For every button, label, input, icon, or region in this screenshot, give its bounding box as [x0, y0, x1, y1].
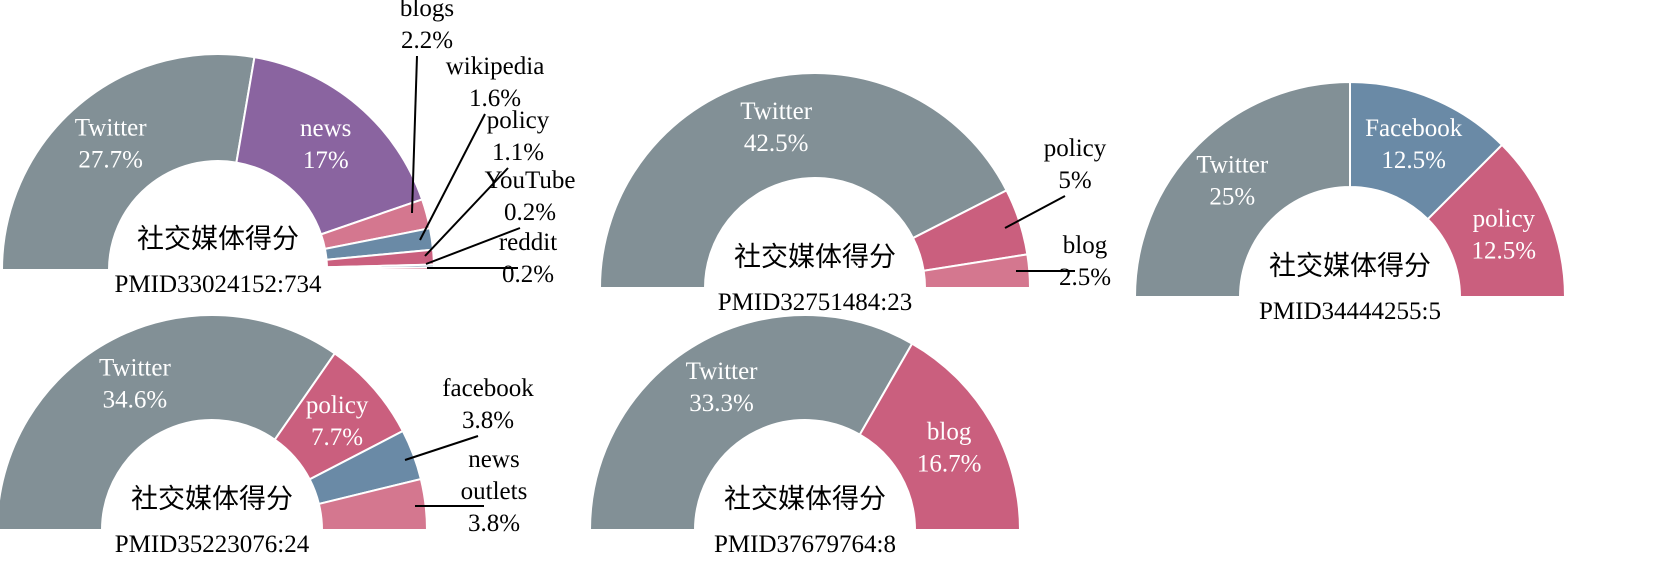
slice-label-reddit-line: 0.2%: [502, 261, 554, 288]
slice-label-policy-line: policy: [1473, 205, 1536, 232]
center-subtitle: PMID35223076:24: [115, 531, 310, 558]
slice-label-policy: policy 12.5%: [1472, 205, 1537, 264]
slice-twitter: [0, 314, 337, 531]
slice-twitter: [588, 314, 914, 531]
slice-label-twitter: Twitter 33.3%: [686, 358, 759, 417]
slice-label-reddit: reddit 0.2%: [499, 229, 557, 288]
center-title: 社交媒体得分: [131, 484, 293, 515]
center-subtitle: PMID32751484:23: [718, 289, 912, 316]
slice-twitter: [598, 72, 1008, 289]
slice-label-policy-line: 5%: [1058, 167, 1091, 194]
leader-line-facebook: [404, 435, 479, 461]
slice-label-facebook-line: 3.8%: [462, 407, 514, 434]
slice-label-twitter-line: Twitter: [75, 115, 148, 142]
slice-label-twitter: Twitter 34.6%: [99, 354, 172, 413]
center-title: 社交媒体得分: [734, 242, 896, 273]
slice-label-youtube: YouTube 0.2%: [484, 167, 575, 226]
slice-twitter: [1133, 80, 1351, 298]
slice-label-blog-line: 16.7%: [917, 451, 982, 478]
leader-line-youtube: [425, 227, 521, 265]
slice-label-news-outlets-line: 3.8%: [468, 510, 520, 537]
slice-label-twitter-line: 34.6%: [103, 386, 168, 413]
slice-label-policy-line: policy: [1044, 135, 1107, 162]
slice-label-wikipedia-line: wikipedia: [446, 53, 545, 80]
slice-blog: [922, 253, 1032, 289]
slice-label-blog-line: 2.5%: [1059, 264, 1111, 291]
slice-label-policy: policy 5%: [1044, 135, 1107, 194]
slice-label-policy-line: policy: [487, 107, 550, 134]
slice-label-twitter-line: Twitter: [686, 358, 759, 385]
center-title: 社交媒体得分: [1269, 251, 1431, 282]
slice-policy: [1426, 143, 1567, 298]
semi-donut-chart-4: Twitter 34.6% policy 7.7% facebook 3.8% news ou…: [0, 314, 534, 558]
semi-donut-chart-3: Twitter 25% Facebook 12.5% policy 12.5% 社交媒体得分…: [1133, 80, 1567, 325]
slice-twitter: [0, 52, 256, 271]
slice-label-twitter-line: Twitter: [740, 98, 813, 125]
slice-label-reddit-line: reddit: [499, 229, 557, 256]
leader-line-policy: [424, 167, 509, 257]
leader-line-blogs: [411, 55, 418, 214]
slice-reddit: [325, 266, 436, 271]
slice-label-policy: policy 1.1%: [487, 107, 550, 166]
slice-label-twitter-line: Twitter: [99, 354, 172, 381]
center-title: 社交媒体得分: [724, 484, 886, 515]
slice-label-wikipedia-line: 1.6%: [469, 85, 521, 112]
slice-label-twitter: Twitter 25%: [1196, 151, 1269, 210]
slice-label-twitter: Twitter 42.5%: [740, 98, 813, 157]
slice-label-news-line: 17%: [303, 147, 349, 174]
slice-label-policy: policy 7.7%: [306, 392, 369, 451]
slice-label-news: news 17%: [300, 115, 351, 174]
slice-label-policy-line: 7.7%: [311, 424, 363, 451]
slice-label-news-line: news: [300, 115, 351, 142]
slice-label-news-outlets: news outlets 3.8%: [461, 446, 528, 537]
slice-blog: [858, 342, 1022, 531]
slice-label-twitter-line: Twitter: [1196, 151, 1269, 178]
slice-label-blog: blog 2.5%: [1059, 232, 1111, 291]
slice-label-twitter-line: 42.5%: [744, 130, 809, 157]
slice-label-news-outlets-line: news: [468, 446, 519, 473]
slice-label-twitter-line: 33.3%: [689, 390, 754, 417]
semi-donut-chart-5: Twitter 33.3% blog 16.7% 社交媒体得分 PMID37679764:…: [588, 314, 1022, 558]
slice-label-blogs-line: 2.2%: [401, 27, 453, 54]
slice-label-twitter-line: 25%: [1209, 183, 1255, 210]
slice-label-facebook-line: 12.5%: [1381, 147, 1446, 174]
slice-news: [235, 55, 424, 236]
slice-label-facebook: Facebook 12.5%: [1365, 115, 1463, 174]
slice-label-policy-line: 12.5%: [1472, 237, 1537, 264]
slice-label-policy-line: policy: [306, 392, 369, 419]
center-subtitle: PMID37679764:8: [714, 531, 896, 558]
slice-label-blog-line: blog: [927, 419, 972, 446]
slice-label-youtube-line: YouTube: [484, 167, 575, 194]
center-title: 社交媒体得分: [137, 224, 299, 255]
leader-line-wikipedia: [419, 113, 486, 241]
slice-label-blogs: blogs 2.2%: [400, 0, 454, 54]
slice-news-outlets: [317, 477, 429, 531]
slice-label-blog: blog 16.7%: [917, 419, 982, 478]
semi-donut-chart-1: Twitter 27.7% news 17% blogs 2.2%wikipedia 1.6…: [0, 0, 576, 298]
slice-label-facebook-line: facebook: [442, 375, 534, 402]
slice-label-twitter-line: 27.7%: [78, 147, 143, 174]
slice-label-news-outlets-line: outlets: [461, 478, 528, 505]
slice-label-twitter: Twitter 27.7%: [75, 115, 148, 174]
slice-label-youtube-line: 0.2%: [504, 199, 556, 226]
slice-label-policy-line: 1.1%: [492, 139, 544, 166]
center-subtitle: PMID34444255:5: [1259, 298, 1441, 325]
center-subtitle: PMID33024152:734: [115, 271, 322, 298]
slice-label-blogs-line: blogs: [400, 0, 454, 22]
slice-label-blog-line: blog: [1063, 232, 1108, 259]
slice-label-facebook-line: Facebook: [1365, 115, 1463, 142]
slice-label-wikipedia: wikipedia 1.6%: [446, 53, 545, 112]
slice-label-facebook: facebook 3.8%: [442, 375, 534, 434]
semi-donut-chart-2: Twitter 42.5% policy 5% blog 2.5% 社交媒体得分 PMID32…: [598, 72, 1111, 316]
leader-line-policy: [1004, 195, 1066, 229]
